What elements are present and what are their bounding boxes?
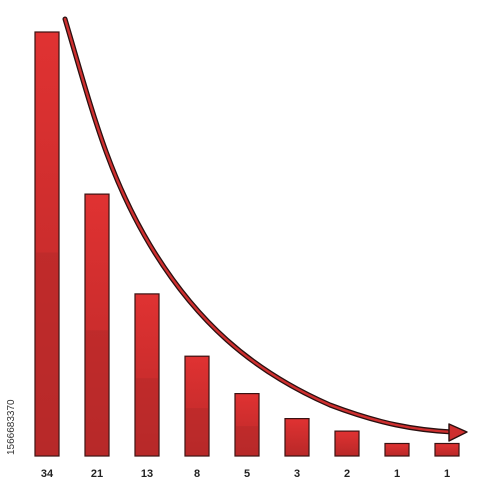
x-tick-label-1: 21: [91, 468, 103, 480]
bar-7: [384, 442, 410, 457]
bar-shade-1: [85, 330, 109, 456]
trend-curve-group: [62, 16, 468, 442]
x-tick-label-5: 3: [294, 468, 300, 480]
x-tick-label-6: 2: [344, 468, 350, 480]
x-tick-label-8: 1: [444, 468, 450, 480]
x-tick-label-0: 34: [41, 468, 54, 480]
trend-curve-outline: [62, 16, 455, 435]
x-tick-label-3: 8: [194, 468, 200, 480]
bar-shade-0: [35, 252, 59, 456]
x-tick-label-7: 1: [394, 468, 400, 480]
bars-group: [34, 31, 460, 457]
bar-shade-4: [235, 426, 259, 456]
trend-curve: [63, 17, 454, 434]
bar-shade-2: [135, 378, 159, 456]
x-tick-label-2: 13: [141, 468, 153, 480]
x-tick-label-4: 5: [244, 468, 250, 480]
bar-shade-3: [185, 408, 209, 456]
watermark-id: 1566683370: [6, 399, 17, 455]
arrow-head-icon: [448, 423, 468, 442]
x-tick-labels: 34 21 13 8 5 3 2 1 1: [41, 468, 450, 480]
bar-8: [434, 442, 460, 457]
bar-6: [334, 430, 360, 457]
bar-5: [284, 418, 310, 457]
